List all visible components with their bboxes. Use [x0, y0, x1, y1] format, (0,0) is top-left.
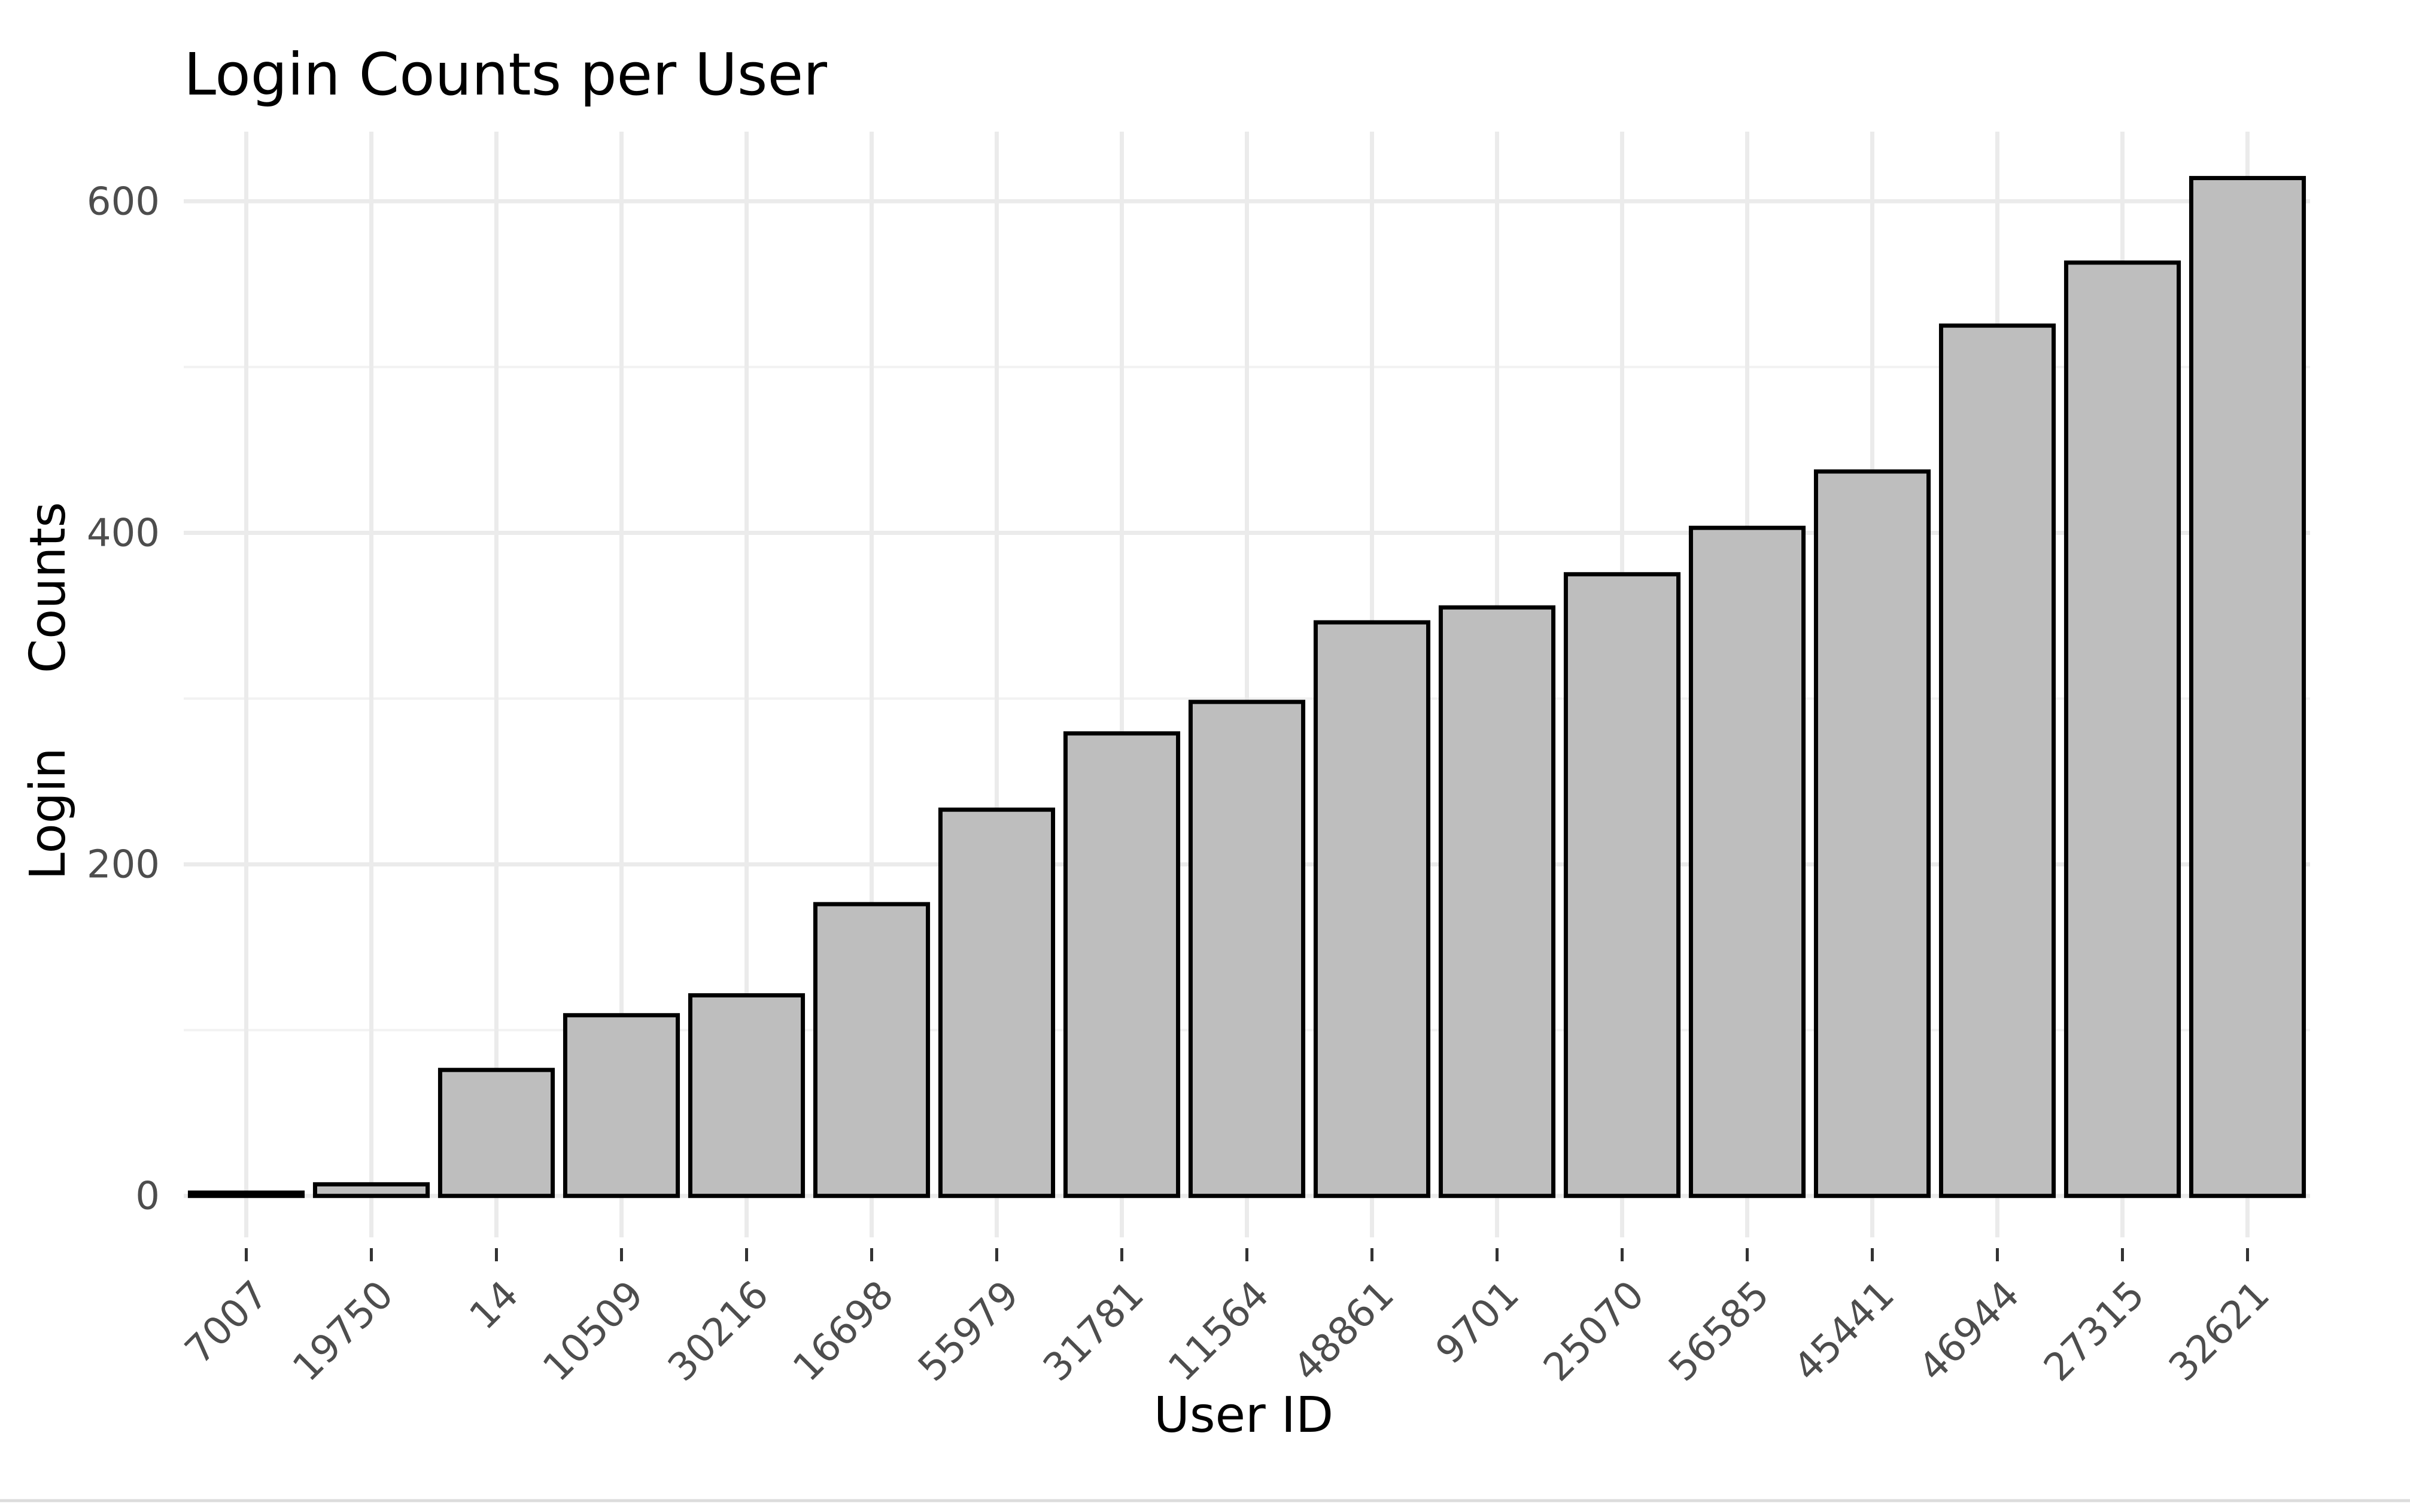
x-tick-label: 32621 — [2161, 1273, 2278, 1390]
x-tick-label: 14 — [461, 1273, 527, 1338]
y-tick-label: 600 — [87, 180, 160, 224]
bar-14 — [437, 1067, 555, 1198]
chart-title: Login Counts per User — [184, 41, 827, 108]
x-tick-label: 7007 — [177, 1273, 276, 1373]
bar-25070 — [1563, 572, 1681, 1198]
bar-46944 — [1938, 323, 2056, 1198]
bar-7007 — [187, 1190, 305, 1198]
x-tick-label: 27315 — [2036, 1273, 2153, 1390]
x-tick-label: 11564 — [1160, 1273, 1278, 1390]
bar-48861 — [1313, 620, 1431, 1198]
bar-45441 — [1813, 469, 1931, 1198]
x-tick-label: 9701 — [1427, 1273, 1527, 1373]
x-tick-label: 31781 — [1035, 1273, 1153, 1390]
bar-32621 — [2189, 176, 2306, 1198]
x-tick-label: 10509 — [535, 1273, 652, 1390]
y-axis-title-word-1: Login — [20, 747, 77, 880]
bar-10509 — [563, 1013, 680, 1198]
x-tick-labels: 7007 19750 14 10509 30216 16698 55979 31781 1156… — [177, 1248, 2278, 1390]
bars-layer — [187, 176, 2306, 1198]
y-tick-labels: 0 200 400 600 — [87, 180, 160, 1218]
bar-30216 — [688, 993, 806, 1198]
bar-56585 — [1688, 525, 1806, 1198]
x-tick-label: 46944 — [1911, 1273, 2028, 1390]
x-axis-title: User ID — [1154, 1387, 1333, 1444]
y-tick-label: 0 — [135, 1175, 160, 1219]
bar-19750 — [312, 1182, 430, 1198]
y-tick-label: 400 — [87, 511, 160, 555]
bar-55979 — [938, 807, 1056, 1198]
x-tick-label: 56585 — [1661, 1273, 1778, 1390]
x-tick-label: 55979 — [910, 1273, 1028, 1390]
x-tick-label: 48861 — [1285, 1273, 1403, 1390]
bar-27315 — [2063, 260, 2181, 1198]
y-tick-label: 200 — [87, 843, 160, 887]
y-axis-title-word-2: Counts — [20, 502, 77, 673]
x-tick-label: 25070 — [1536, 1273, 1653, 1390]
x-tick-label: 45441 — [1786, 1273, 1903, 1390]
bar-9701 — [1438, 605, 1556, 1198]
bar-16698 — [813, 902, 931, 1198]
x-tick-label: 16698 — [785, 1273, 902, 1390]
bar-31781 — [1063, 731, 1181, 1198]
x-tick-label: 30216 — [660, 1273, 777, 1390]
bar-11564 — [1188, 699, 1306, 1198]
x-tick-label: 19750 — [285, 1273, 402, 1390]
